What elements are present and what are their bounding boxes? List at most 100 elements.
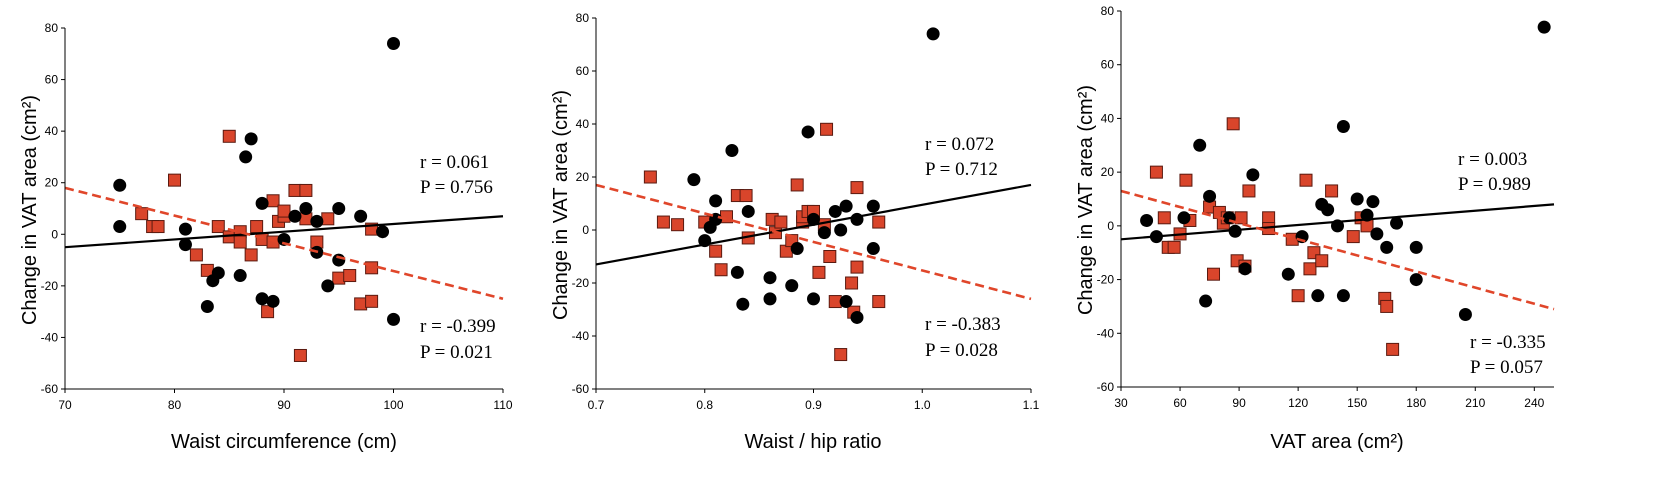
panel-2-point-square: [820, 122, 834, 136]
panel-3-x-label: VAT area (cm²): [1270, 431, 1403, 453]
panel-1-point-square: [250, 220, 264, 234]
panel-2-x-tick-label: 1.0: [914, 398, 931, 412]
panel-3-point-square: [1157, 211, 1171, 225]
panel-3-point-circle: [1350, 192, 1364, 206]
panel-2-point-circle: [725, 144, 739, 157]
panel-1-x-ticks: 70 80 90 100 110: [58, 389, 513, 412]
panel-1-point-square: [135, 207, 149, 221]
panel-3-y-tick-label: 20: [1101, 165, 1115, 179]
panel-2-point-square: [709, 244, 723, 258]
panel-3-p-a: P = 0.989: [1458, 174, 1531, 195]
panel-3-x-tick-label: 210: [1465, 396, 1485, 410]
panel-1-point-circle: [387, 312, 400, 326]
panel-1-point-circle: [233, 269, 247, 283]
panel-3-y-label: Change in VAT area (cm²): [1075, 85, 1097, 315]
panel-3-point-square: [1315, 254, 1329, 268]
panel-2-point-square: [656, 215, 670, 229]
panel-2-point-circle: [807, 212, 820, 226]
panel-1-point-circle: [332, 202, 346, 215]
panel-1-point-circle: [354, 209, 368, 223]
panel-3-point-square: [1325, 184, 1339, 198]
panel-2-point-circle: [834, 223, 848, 237]
panel-2-point-circle: [828, 204, 842, 218]
panel-3-point-circle: [1537, 20, 1551, 34]
panel-2-point-square: [812, 265, 826, 279]
panel-2-point-circle: [736, 297, 750, 311]
panel-2-x-tick-label: 0.7: [588, 398, 605, 412]
panel-2-points-b: [643, 122, 886, 362]
panel-3-points-b: [1149, 117, 1400, 356]
panel-3-trend-a: [1120, 203, 1555, 241]
panel-2-point-square: [643, 170, 657, 184]
panel-3-point-circle: [1203, 189, 1217, 203]
panel-3-point-square: [1380, 299, 1394, 313]
panel-3-x-tick-label: 240: [1524, 396, 1544, 410]
panel-2-x-tick-label: 0.8: [696, 398, 713, 412]
panel-1-point-circle: [288, 209, 302, 223]
panel-1-x-tick-label: 70: [58, 398, 72, 412]
panel-3-r-b: r = -0.335: [1470, 332, 1546, 353]
panel-2-x-tick-label: 1.1: [1023, 398, 1040, 412]
panel-1-y-tick-label: 40: [45, 124, 59, 138]
panel-2-point-circle: [866, 242, 880, 256]
panel-3-point-circle: [1228, 224, 1242, 238]
panel-2-point-circle: [839, 295, 853, 309]
panel-3-points-a: [1140, 20, 1551, 321]
panel-3-y-tick-label: 40: [1101, 111, 1115, 125]
panel-3-point-circle: [1140, 213, 1154, 227]
panel-1-point-square: [354, 297, 368, 311]
panel-3-x-tick-label: 180: [1406, 396, 1426, 410]
panel-2-point-square: [828, 295, 842, 309]
panel-1-point-circle: [387, 36, 400, 50]
panel-1-point-square: [277, 204, 291, 218]
panel-1-point-circle: [178, 238, 192, 252]
panel-2-y-label: Change in VAT area (cm²): [550, 90, 572, 320]
panel-3-y-tick-label: 0: [1107, 219, 1114, 233]
panel-2-point-circle: [817, 226, 831, 240]
panel-3-x-ticks: 30 60 90 120 150 180 210 240: [1114, 387, 1545, 410]
panel-3-y-tick-label: 80: [1101, 4, 1115, 18]
panel-2-point-circle: [763, 292, 777, 306]
panel-1-point-circle: [321, 279, 335, 293]
panel-2-y-tick-label: -60: [572, 382, 590, 396]
panel-3-point-circle: [1246, 168, 1260, 182]
panel-2-point-circle: [801, 125, 815, 139]
panel-1-point-circle: [211, 266, 225, 280]
panel-3-point-circle: [1409, 240, 1423, 254]
panel-1-r-b: r = -0.399: [420, 316, 496, 337]
panel-1-point-square: [168, 173, 181, 187]
panel-2-y-tick-label: -40: [572, 329, 590, 343]
panel-3-point-square: [1207, 267, 1221, 281]
panel-3-point-circle: [1336, 289, 1350, 303]
panel-2-point-circle: [839, 199, 853, 213]
panel-1-point-square: [255, 232, 269, 246]
panel-3-x-tick-label: 150: [1347, 396, 1367, 410]
panel-2-point-circle: [790, 242, 804, 256]
panel-1-point-circle: [277, 232, 291, 246]
panel-1-x-tick-label: 80: [168, 398, 182, 412]
panel-1-point-square: [244, 248, 258, 262]
panel-2-r-b: r = -0.383: [925, 314, 1001, 335]
panel-3-point-circle: [1199, 294, 1213, 308]
panel-1-point-circle: [266, 294, 280, 308]
panel-2-point-square: [671, 218, 685, 232]
panel-1-point-square: [343, 269, 357, 283]
panel-2-points-a: [687, 27, 940, 324]
panel-1-point-square: [321, 212, 335, 226]
panel-3-p-b: P = 0.057: [1470, 357, 1543, 378]
panel-3-point-circle: [1336, 119, 1350, 133]
panel-1-point-circle: [200, 299, 214, 313]
panel-1-point-circle: [113, 220, 127, 234]
panel-2-point-circle: [687, 173, 701, 187]
panel-2-x-label: Waist / hip ratio: [744, 431, 881, 453]
panel-2: 0.7 0.8 0.9 1.0 1.1 -60 -40 -20 0 20 40 60 80 r = 0…: [550, 11, 1040, 453]
panel-3-point-square: [1149, 165, 1163, 179]
panel-1-point-circle: [376, 225, 390, 239]
panel-2-point-circle: [926, 27, 940, 41]
panel-1-points-b: [135, 129, 379, 362]
panel-3-y-tick-label: 60: [1101, 58, 1115, 72]
panel-2-point-circle: [866, 199, 880, 213]
panel-2-point-square: [845, 276, 859, 290]
panel-3-point-circle: [1238, 262, 1252, 276]
panel-3-point-circle: [1409, 273, 1423, 287]
